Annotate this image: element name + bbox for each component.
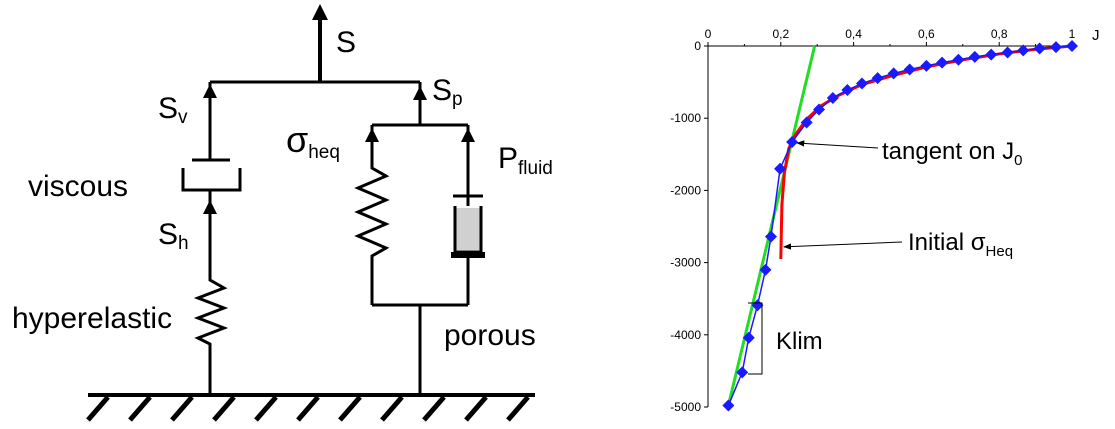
fluid-arrowhead: [461, 128, 475, 142]
x-tick-label: 0,8: [991, 27, 1008, 41]
x-tick-label: 0: [705, 27, 712, 41]
data-point: [759, 263, 772, 276]
tangent-pointer: [796, 140, 879, 149]
y-tick-label: -5000: [670, 400, 701, 414]
viscous-label: viscous: [28, 170, 128, 203]
data-point: [1033, 42, 1046, 55]
x-axis-title: J: [1092, 27, 1100, 44]
chart: J 0 0,2 0,4 0,6 0,8 1 0 -1000 -2000 -3000 -4000 -50…: [670, 27, 1099, 414]
hyper-spring: [193, 270, 229, 395]
data-point: [952, 53, 965, 66]
y-tick-label: -4000: [670, 328, 701, 342]
top-force-label: S: [336, 26, 356, 59]
ground-hatch: [86, 395, 530, 422]
data-point: [800, 116, 813, 129]
initial-sigma-pointer: [783, 241, 903, 250]
porous-arrowhead: [413, 86, 427, 100]
tangent-annotation: tangent on J0: [882, 138, 1022, 169]
porous-force-label: Sp: [432, 74, 463, 110]
data-point: [1017, 44, 1030, 57]
sigma-force-label: σheq: [286, 119, 340, 163]
data-point: [887, 67, 900, 80]
data-point: [920, 59, 933, 72]
data-point: [936, 56, 949, 69]
data-point: [742, 331, 755, 344]
data-point: [1049, 41, 1062, 54]
data-point: [903, 63, 916, 76]
hyper-force-label: Sh: [158, 218, 189, 254]
fluid-force-label: Pfluid: [498, 142, 553, 179]
fluid-cylinder-fill: [456, 208, 480, 250]
data-point: [813, 103, 826, 116]
porous-spring: [354, 160, 390, 305]
data-point: [786, 136, 799, 149]
data-point: [1001, 46, 1014, 59]
y-tick-label: 0: [694, 39, 701, 53]
series-line-tangent: [726, 45, 817, 406]
data-point: [855, 77, 868, 90]
data-point: [764, 230, 777, 243]
data-point: [722, 399, 735, 412]
rheology-diagram: [86, 4, 535, 422]
data-point: [841, 84, 854, 97]
sigma-arrowhead: [365, 128, 379, 142]
data-point: [1066, 40, 1078, 52]
data-point: [826, 91, 839, 104]
hyper-arrowhead: [203, 200, 217, 214]
hyperelastic-label: hyperelastic: [12, 302, 172, 335]
data-point: [968, 50, 981, 63]
viscous-force-label: Sv: [158, 92, 188, 128]
porous-label: porous: [444, 319, 536, 352]
data-point: [871, 72, 884, 85]
y-tick-label: -1000: [670, 111, 701, 125]
x-tick-label: 0,6: [918, 27, 935, 41]
dashpot-cylinder: [181, 168, 242, 192]
x-tick-label: 0,2: [772, 27, 789, 41]
top-arrowhead: [312, 4, 328, 20]
x-tick-label: 0,4: [845, 27, 862, 41]
y-tick-label: -3000: [670, 256, 701, 270]
klim-bracket: [748, 302, 763, 375]
y-tick-label: -2000: [670, 183, 701, 197]
data-point: [751, 299, 764, 312]
klim-annotation: Klim: [776, 328, 823, 355]
x-tick-label: 1: [1069, 27, 1076, 41]
data-point: [985, 48, 998, 61]
data-point: [736, 366, 749, 379]
viscous-arrowhead: [203, 84, 217, 98]
fluid-cylinder-base: [451, 252, 485, 258]
data-point: [774, 162, 787, 175]
initial-sigma-annotation: Initial σHeq: [908, 229, 1013, 260]
